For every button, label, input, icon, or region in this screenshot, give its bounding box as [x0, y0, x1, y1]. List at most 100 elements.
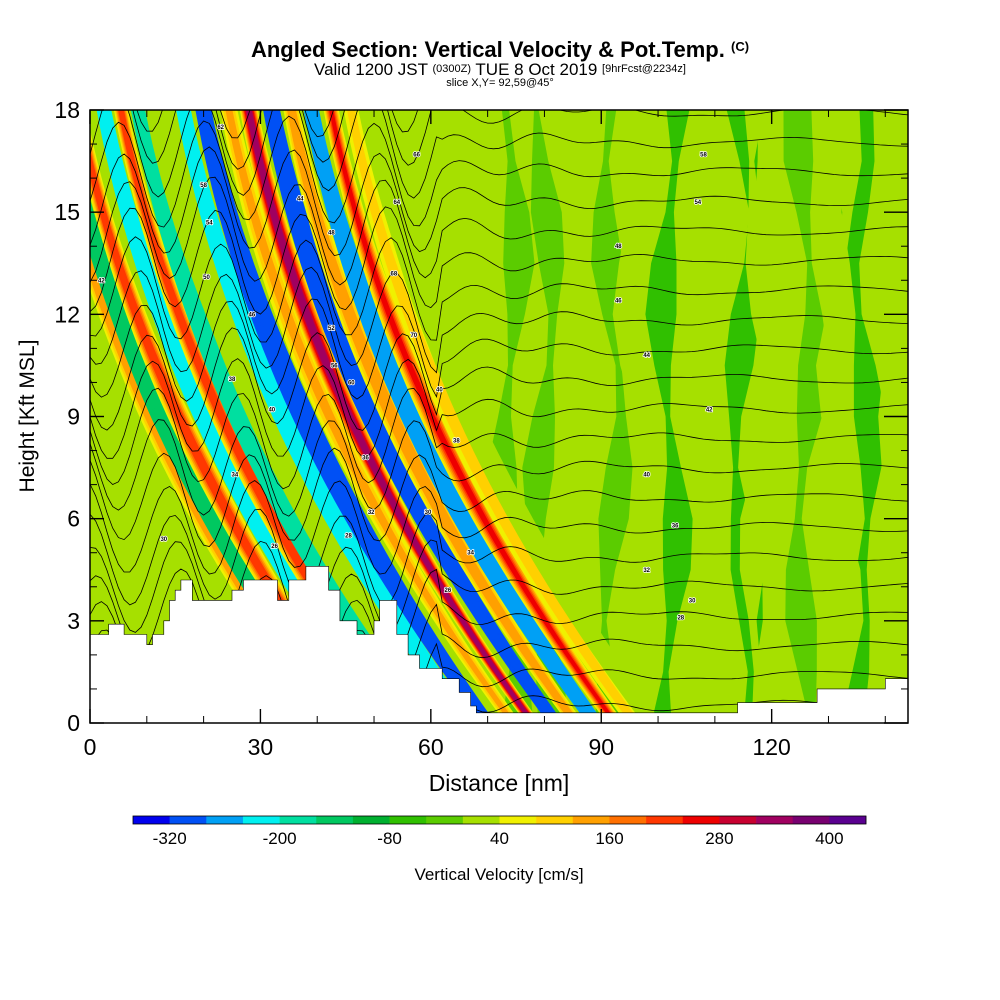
y-axis-label: Height [Kft MSL]	[16, 340, 39, 493]
contour-label: 42	[706, 408, 713, 414]
contour-label: 38	[229, 377, 236, 383]
colorbar-tick-label: 160	[595, 829, 623, 848]
theta-contour-line	[90, 358, 908, 459]
contour-label: 26	[271, 544, 278, 550]
contour-label: 28	[677, 615, 684, 621]
theta-contour-line	[90, 115, 908, 228]
colorbar-frame	[132, 815, 867, 825]
colorbar-swatch	[646, 816, 684, 824]
y-tick-label: 9	[67, 404, 80, 430]
contour-label: 70	[410, 333, 417, 339]
colorbar-swatch	[682, 816, 720, 824]
contour-label: 52	[328, 326, 335, 332]
valid-date: TUE 8 Oct 2019	[475, 60, 598, 79]
x-tick-label: 30	[248, 734, 274, 760]
theta-contour-line	[90, 387, 908, 490]
colorbar-swatch	[279, 816, 317, 824]
colorbar-swatch	[352, 816, 390, 824]
colorbar-swatch	[242, 816, 280, 824]
contour-label: 60	[348, 380, 355, 386]
theta-contour-line	[90, 236, 908, 343]
contour-label: 68	[391, 272, 398, 278]
theta-contour-line	[90, 873, 908, 953]
contour-label: 48	[615, 244, 622, 250]
contour-label: 30	[160, 537, 167, 543]
contour-label: 46	[615, 299, 622, 305]
contour-label: 30	[425, 510, 432, 516]
forecast-info: [9hrFcst@2234z]	[602, 63, 686, 75]
contour-label: 36	[362, 455, 369, 461]
valid-time-line: Valid 1200 JST (0300Z) TUE 8 Oct 2019 [9…	[0, 60, 1000, 80]
colorbar-swatch	[719, 816, 757, 824]
x-tick-label: 120	[752, 734, 790, 760]
velocity-patch	[463, 110, 511, 723]
x-tick-label: 60	[418, 734, 444, 760]
theta-contour-line	[90, 206, 908, 315]
theta-contour-line	[90, 447, 908, 547]
contour-label: 62	[217, 125, 224, 131]
contour-label: 58	[200, 183, 207, 189]
colorbar-tick-label: -80	[377, 829, 402, 848]
contour-label: 34	[467, 551, 474, 557]
contour-label: 64	[393, 200, 400, 206]
y-tick-label: 6	[67, 506, 80, 532]
contour-label: 40	[643, 472, 650, 478]
colorbar-swatch	[756, 816, 793, 824]
velocity-band	[220, 110, 521, 723]
velocity-band	[240, 110, 540, 723]
colorbar-swatch	[169, 816, 207, 824]
velocity-patch	[522, 110, 568, 723]
utc-time: (0300Z)	[432, 63, 471, 75]
terrain	[89, 565, 909, 724]
velocity-band	[195, 110, 496, 723]
contour-label: 44	[643, 353, 650, 359]
theta-contour-line	[90, 419, 908, 517]
velocity-patch	[839, 110, 886, 723]
contour-label: 56	[331, 363, 338, 369]
contour-label: 44	[297, 197, 304, 203]
colorbar-swatch	[426, 816, 464, 824]
colorbar-swatch	[206, 816, 244, 824]
y-tick-label: 12	[54, 301, 80, 327]
colorbar-tick-label: 40	[490, 829, 509, 848]
velocity-patch	[739, 110, 781, 723]
colorbar-swatch	[609, 816, 647, 824]
colorbar-swatch	[792, 816, 830, 824]
theta-contour-line	[136, 110, 419, 139]
contour-label: 30	[689, 598, 696, 604]
x-tick-label: 90	[588, 734, 614, 760]
y-tick-label: 3	[67, 608, 80, 634]
contour-label: 66	[413, 152, 420, 158]
title-unit: (C)	[731, 39, 750, 54]
theta-contour-line	[90, 176, 908, 286]
contour-label: 54	[206, 220, 213, 226]
theta-contour-line	[90, 327, 908, 431]
y-tick-label: 18	[54, 97, 80, 123]
theta-contour-line	[90, 660, 908, 723]
velocity-patch	[645, 110, 693, 723]
contour-label: 36	[672, 524, 679, 530]
colorbar-swatch	[572, 816, 610, 824]
colorbar-label: Vertical Velocity [cm/s]	[414, 865, 583, 884]
contour-label: 58	[700, 152, 707, 158]
contour-label: 50	[203, 275, 210, 281]
contour-labels: 42 30 58 54 50 62 34 46 38 40 26 44 48 52 56 60 36 32 28 64…	[97, 124, 714, 622]
contour-label: 54	[694, 200, 701, 206]
theta-contour-line	[90, 508, 908, 606]
terrain-mask	[89, 565, 909, 724]
contour-label: 32	[643, 568, 650, 574]
colorbar-swatch	[133, 816, 170, 824]
velocity-patch	[816, 110, 864, 723]
colorbar-swatch	[499, 816, 537, 824]
contour-label: 26	[445, 588, 452, 594]
contour-label: 40	[268, 408, 275, 414]
x-tick-label: 0	[84, 734, 97, 760]
colorbar-tick-label: 400	[815, 829, 843, 848]
velocity-patch	[487, 110, 535, 723]
slice-label: slice X,Y= 92,59@45°	[446, 77, 554, 89]
contour-label: 32	[368, 510, 375, 516]
chart-title: Angled Section: Vertical Velocity & Pot.…	[250, 37, 750, 62]
contour-label: 48	[328, 231, 335, 237]
